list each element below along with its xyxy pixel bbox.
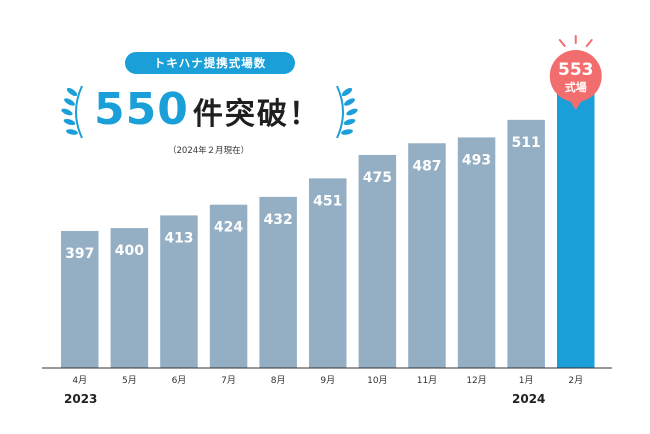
bar-value-label: 413 [164, 230, 193, 246]
sparkle-ray [585, 39, 593, 47]
bar-10月 [358, 154, 397, 368]
callout-pointer [568, 99, 583, 110]
bar-value-label: 424 [214, 220, 243, 236]
bar-value-label: 487 [412, 158, 441, 174]
x-tick-label: 12月 [466, 375, 486, 386]
bar-1月 [507, 119, 545, 368]
year-label-2023: 2023 [64, 392, 98, 406]
bar-value-label: 475 [363, 170, 392, 186]
x-tick-label: 2月 [568, 375, 583, 386]
x-tick-label: 5月 [122, 375, 137, 386]
bar-11月 [408, 143, 446, 368]
x-tick-label: 10月 [367, 375, 387, 386]
bar-value-label: 451 [313, 193, 342, 209]
x-tick-label: 6月 [172, 375, 187, 386]
callout-bubble [549, 50, 602, 102]
bar-2月 [557, 78, 595, 369]
bar-value-label: 432 [264, 212, 293, 228]
bar-value-label: 493 [462, 152, 491, 168]
x-tick-label: 8月 [271, 375, 286, 386]
x-tick-label: 1月 [519, 375, 534, 386]
callout-value: 553 [558, 60, 594, 80]
laurel-right-icon [336, 85, 358, 139]
sparkle-ray [558, 39, 566, 47]
bar-9月 [309, 178, 347, 368]
x-tick-label: 9月 [320, 375, 335, 386]
headline: 550 件突破！ [94, 84, 321, 140]
bar-8月 [259, 196, 297, 368]
year-label-2024: 2024 [512, 392, 546, 406]
as-of-date: （2024年２月現在） [168, 146, 250, 156]
bar-6月 [160, 215, 198, 368]
bar-12月 [457, 137, 496, 368]
x-tick-label: 7月 [221, 375, 236, 386]
headline-number: 550 [94, 84, 189, 135]
bar-value-label: 397 [65, 246, 94, 262]
headline-text: 件突破！ [192, 97, 321, 132]
bar-value-label: 511 [512, 135, 541, 151]
bar-7月 [209, 204, 248, 368]
laurel-left-icon [61, 85, 83, 139]
bar-5月 [110, 228, 149, 368]
x-tick-label: 11月 [417, 375, 437, 386]
partner-venues-pill: トキハナ提携式場数 [125, 52, 295, 74]
callout-unit: 式場 [565, 80, 587, 94]
x-tick-label: 4月 [72, 375, 87, 386]
bar-value-label: 400 [115, 243, 144, 259]
bar-4月 [61, 231, 99, 368]
